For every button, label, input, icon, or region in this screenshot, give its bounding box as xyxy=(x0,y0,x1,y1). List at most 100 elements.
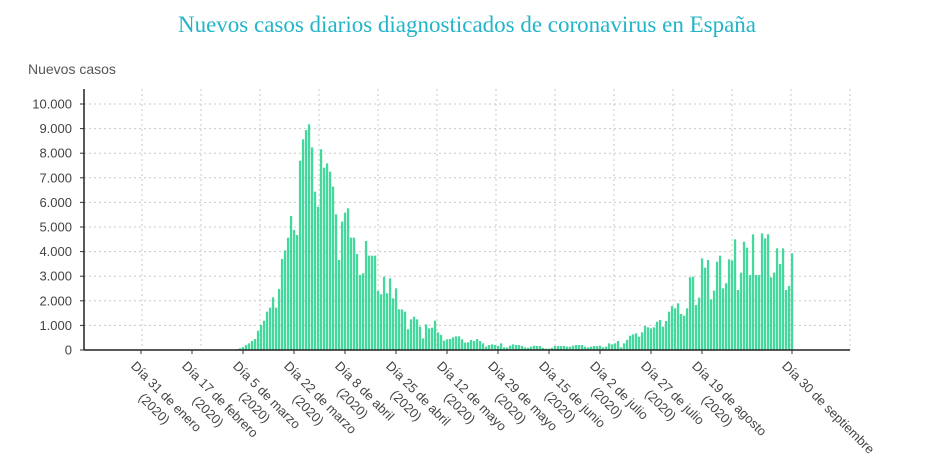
bar xyxy=(322,167,326,350)
bar xyxy=(784,290,788,350)
bar xyxy=(367,255,371,350)
bar xyxy=(256,330,260,350)
bar xyxy=(646,327,650,350)
bar xyxy=(595,346,599,350)
bar xyxy=(691,276,695,350)
bar xyxy=(514,345,518,350)
bars xyxy=(229,124,794,350)
bar xyxy=(427,328,431,350)
bar xyxy=(511,344,515,350)
bar xyxy=(580,345,584,350)
bar xyxy=(358,274,362,350)
bar xyxy=(658,319,662,350)
bar xyxy=(388,278,392,350)
bar xyxy=(625,339,629,350)
bar xyxy=(316,206,320,350)
bar xyxy=(757,274,761,350)
bar xyxy=(529,346,533,350)
bar xyxy=(400,309,404,350)
bar xyxy=(394,288,398,350)
y-tick-label: 1.000 xyxy=(39,318,72,333)
bar xyxy=(325,163,329,350)
y-tick-label: 9.000 xyxy=(39,121,72,136)
bar xyxy=(688,277,692,350)
bar xyxy=(337,259,341,350)
bar xyxy=(664,320,668,350)
bar xyxy=(448,339,452,350)
bar xyxy=(589,346,593,350)
bar xyxy=(697,297,701,350)
bar xyxy=(475,339,479,350)
x-tick-date: Día 19 de agosto xyxy=(689,358,770,439)
bar xyxy=(472,340,476,350)
bar xyxy=(289,216,293,350)
bar xyxy=(790,253,794,350)
bar xyxy=(271,297,275,350)
bar xyxy=(349,237,353,350)
bar xyxy=(613,343,617,350)
bar xyxy=(556,346,560,350)
bar xyxy=(460,339,464,350)
bar xyxy=(649,328,653,350)
bar xyxy=(532,345,536,350)
bar xyxy=(748,274,752,350)
bar xyxy=(628,335,632,350)
bar xyxy=(583,346,587,350)
bar xyxy=(640,332,644,350)
bar xyxy=(373,255,377,350)
bar xyxy=(370,255,374,350)
bar xyxy=(586,347,590,350)
bar xyxy=(538,346,542,350)
bar xyxy=(385,293,389,350)
bar xyxy=(439,334,443,350)
bar xyxy=(418,326,422,350)
bar xyxy=(313,191,317,350)
bar xyxy=(550,347,554,350)
bar xyxy=(376,291,380,350)
bar xyxy=(397,309,401,350)
bar xyxy=(574,345,578,350)
bar xyxy=(295,234,299,350)
bar xyxy=(241,347,245,350)
bar xyxy=(433,320,437,350)
bar xyxy=(778,263,782,350)
bar xyxy=(568,346,572,350)
bar xyxy=(679,314,683,350)
bar xyxy=(307,124,311,350)
bar xyxy=(421,338,425,350)
bar xyxy=(739,272,743,350)
bar xyxy=(415,319,419,350)
bar xyxy=(703,267,707,350)
bar xyxy=(481,343,485,350)
bar xyxy=(391,298,395,350)
bar xyxy=(412,316,416,350)
bar xyxy=(355,254,359,350)
bar xyxy=(469,339,473,350)
chart-title: Nuevos casos diarios diagnosticados de c… xyxy=(177,12,757,37)
bar xyxy=(286,237,290,350)
bar xyxy=(601,347,605,350)
bar xyxy=(298,160,302,350)
bar xyxy=(724,283,728,350)
bar xyxy=(526,347,530,350)
bar xyxy=(694,305,698,350)
bar xyxy=(502,347,506,350)
bar xyxy=(247,343,251,350)
bar xyxy=(457,336,461,350)
bar xyxy=(250,340,254,350)
bar xyxy=(334,214,338,350)
bar xyxy=(577,345,581,350)
axes: 0 1.000 2.000 3.000 4.000 5.000 6.000 7.000 8.00… xyxy=(32,89,878,457)
bar xyxy=(562,346,566,350)
bar xyxy=(508,345,512,350)
bar xyxy=(712,290,716,350)
bar xyxy=(670,305,674,350)
bar xyxy=(499,343,503,350)
bar xyxy=(292,230,296,350)
bar xyxy=(619,347,623,350)
bar xyxy=(631,334,635,350)
bar xyxy=(268,307,272,350)
bar xyxy=(616,340,620,350)
bar xyxy=(760,233,764,350)
y-tick-label: 6.000 xyxy=(39,195,72,210)
